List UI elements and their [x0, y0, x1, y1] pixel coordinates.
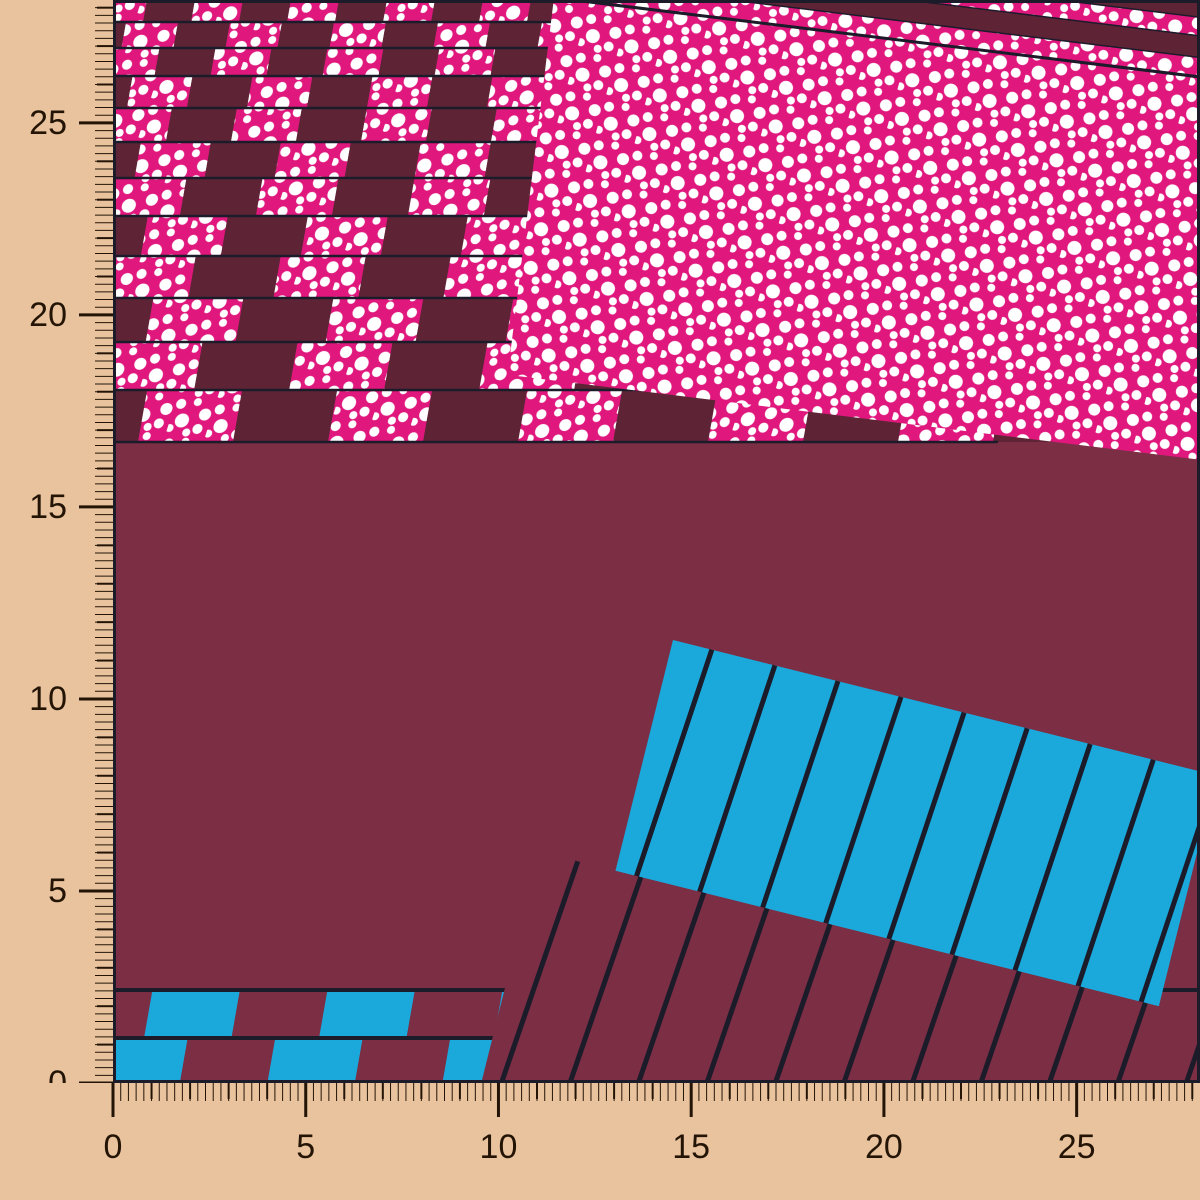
horizontal-ruler[interactable]: 0 5 10 15 20 25 [0, 1083, 1200, 1200]
svg-text:10: 10 [29, 680, 67, 718]
svg-text:25: 25 [29, 104, 67, 142]
svg-text:20: 20 [865, 1128, 903, 1166]
fabric-pattern-svg [113, 0, 1200, 1083]
svg-text:0: 0 [104, 1128, 123, 1166]
fabric-swatch-image [113, 0, 1200, 1083]
svg-text:15: 15 [672, 1128, 710, 1166]
vertical-ruler-svg: 0 5 10 15 20 25 [0, 0, 113, 1083]
svg-text:0: 0 [48, 1064, 67, 1083]
screenshot-root: 0 5 10 15 20 25 0 5 10 15 20 25 [0, 0, 1200, 1200]
svg-text:5: 5 [48, 872, 67, 910]
svg-text:20: 20 [29, 296, 67, 334]
svg-text:25: 25 [1058, 1128, 1096, 1166]
vertical-ruler[interactable]: 0 5 10 15 20 25 [0, 0, 113, 1083]
svg-text:5: 5 [296, 1128, 315, 1166]
horizontal-ruler-svg: 0 5 10 15 20 25 [0, 1083, 1200, 1200]
svg-text:15: 15 [29, 488, 67, 526]
svg-text:10: 10 [480, 1128, 518, 1166]
